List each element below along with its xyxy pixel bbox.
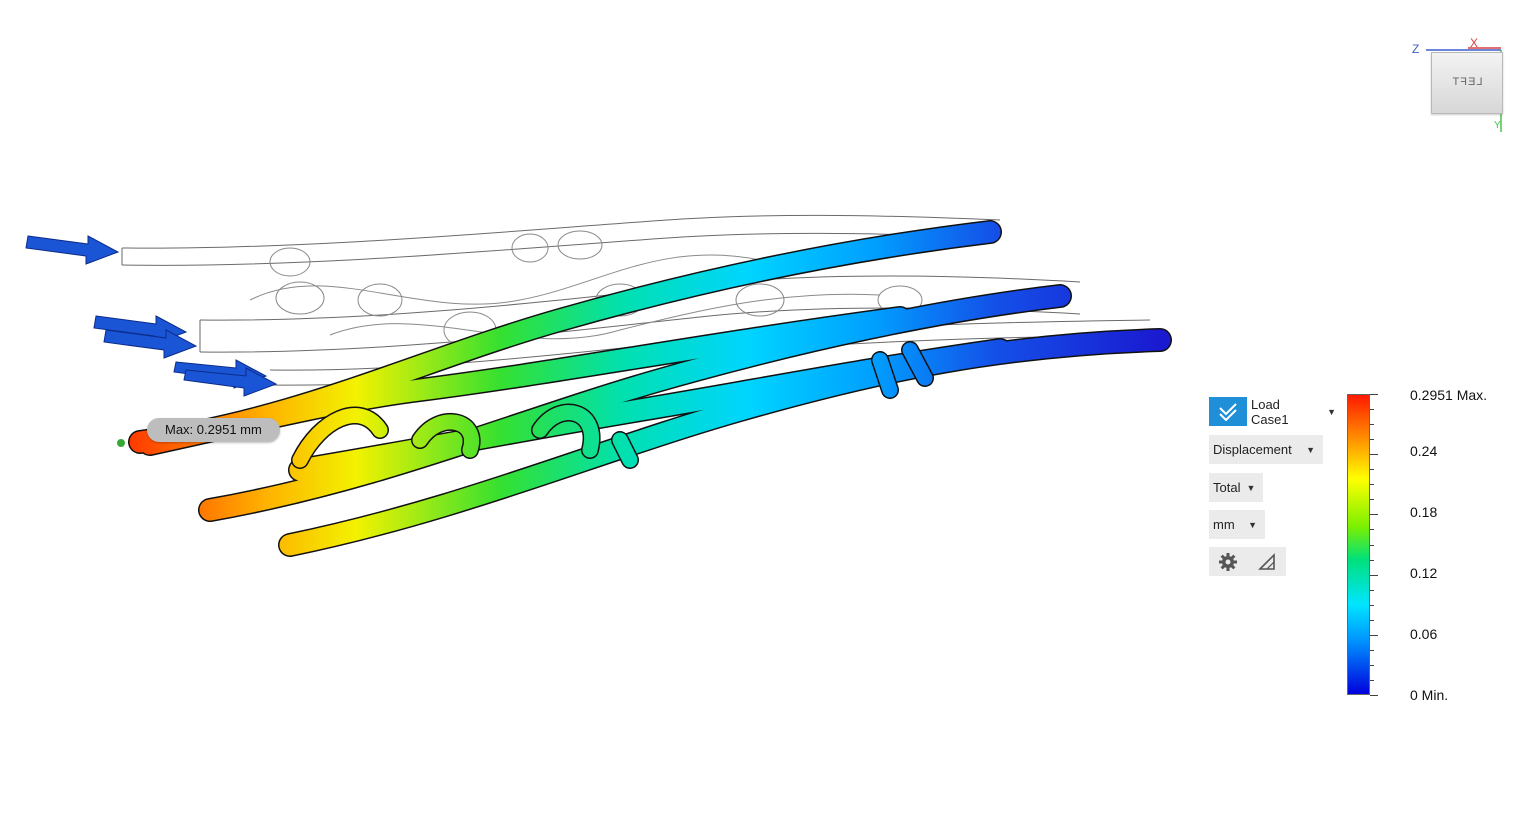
legend-label: 0.12 — [1410, 565, 1438, 581]
load-case-toggle-button[interactable] — [1209, 397, 1247, 426]
chevron-down-icon: ▼ — [1327, 406, 1336, 417]
load-arrows — [25, 235, 278, 397]
load-arrow-icon — [25, 235, 120, 265]
axis-z-label: Z — [1412, 42, 1420, 56]
settings-button[interactable] — [1217, 551, 1239, 573]
chevron-down-icon: ▼ — [1248, 519, 1257, 530]
viewcube-face-label: LEFT — [1451, 76, 1483, 88]
result-type-value: Displacement — [1213, 442, 1292, 457]
legend-tick — [1370, 560, 1374, 561]
legend-tick — [1370, 635, 1378, 636]
legend-label: 0.18 — [1410, 504, 1438, 520]
legend-tick — [1370, 439, 1374, 440]
legend-tick — [1370, 484, 1374, 485]
legend-tick — [1370, 529, 1374, 530]
legend-label-max: 0.2951 Max. — [1410, 387, 1488, 403]
unit-row: mm ▼ — [1209, 510, 1265, 539]
result-type-row: Displacement ▼ — [1209, 435, 1323, 464]
legend-tick — [1370, 499, 1374, 500]
legend-label: 0.06 — [1410, 626, 1438, 642]
load-arrow-icon — [93, 315, 198, 359]
legend-label-min: 0 Min. — [1410, 687, 1449, 703]
max-probe-label[interactable]: Max: 0.2951 mm — [147, 418, 280, 442]
gear-icon — [1219, 552, 1238, 571]
color-legend-bar — [1347, 394, 1370, 695]
legend-tick — [1370, 695, 1378, 696]
legend-tick — [1370, 469, 1374, 470]
unit-dropdown[interactable]: mm ▼ — [1209, 510, 1265, 539]
legend-tick — [1370, 680, 1374, 681]
component-row: Total ▼ — [1209, 473, 1264, 502]
legend-tick — [1370, 424, 1374, 425]
viewcube-face[interactable]: LEFT — [1431, 52, 1503, 114]
legend-tick — [1370, 454, 1378, 455]
legend-tick — [1370, 590, 1374, 591]
legend-tools-row — [1209, 547, 1286, 576]
component-value: Total — [1213, 480, 1241, 495]
load-case-row: Load Case1 ▼ — [1209, 396, 1344, 427]
unit-value: mm — [1213, 517, 1235, 532]
component-dropdown[interactable]: Total ▼ — [1209, 473, 1264, 502]
axis-x-label: X — [1470, 36, 1479, 50]
chevron-down-icon: ▼ — [1306, 444, 1315, 455]
legend-options-button[interactable] — [1256, 551, 1278, 573]
legend-tick — [1370, 514, 1378, 515]
legend-tick — [1370, 650, 1374, 651]
load-case-dropdown[interactable]: Load Case1 ▼ — [1246, 396, 1344, 427]
legend-tick — [1370, 575, 1378, 576]
max-probe-marker — [117, 439, 125, 447]
chevron-down-icon: ▼ — [1246, 482, 1256, 493]
legend-tick — [1370, 545, 1374, 546]
deformed-shape — [128, 220, 1172, 557]
legend-label: 0.24 — [1410, 443, 1438, 459]
legend-tick — [1370, 620, 1374, 621]
triangle-icon — [1257, 552, 1275, 570]
result-type-dropdown[interactable]: Displacement ▼ — [1209, 435, 1323, 464]
load-case-value: Load Case1 — [1250, 396, 1289, 427]
legend-tick — [1370, 665, 1374, 666]
viewcube[interactable]: Z X Y LEFT — [1408, 36, 1508, 135]
legend-tick — [1370, 605, 1374, 606]
load-arrow-icon — [173, 359, 278, 397]
legend-tick — [1370, 394, 1378, 395]
double-check-icon — [1219, 402, 1237, 421]
axis-y-label: Y — [1494, 120, 1501, 131]
legend-tick — [1370, 409, 1374, 410]
